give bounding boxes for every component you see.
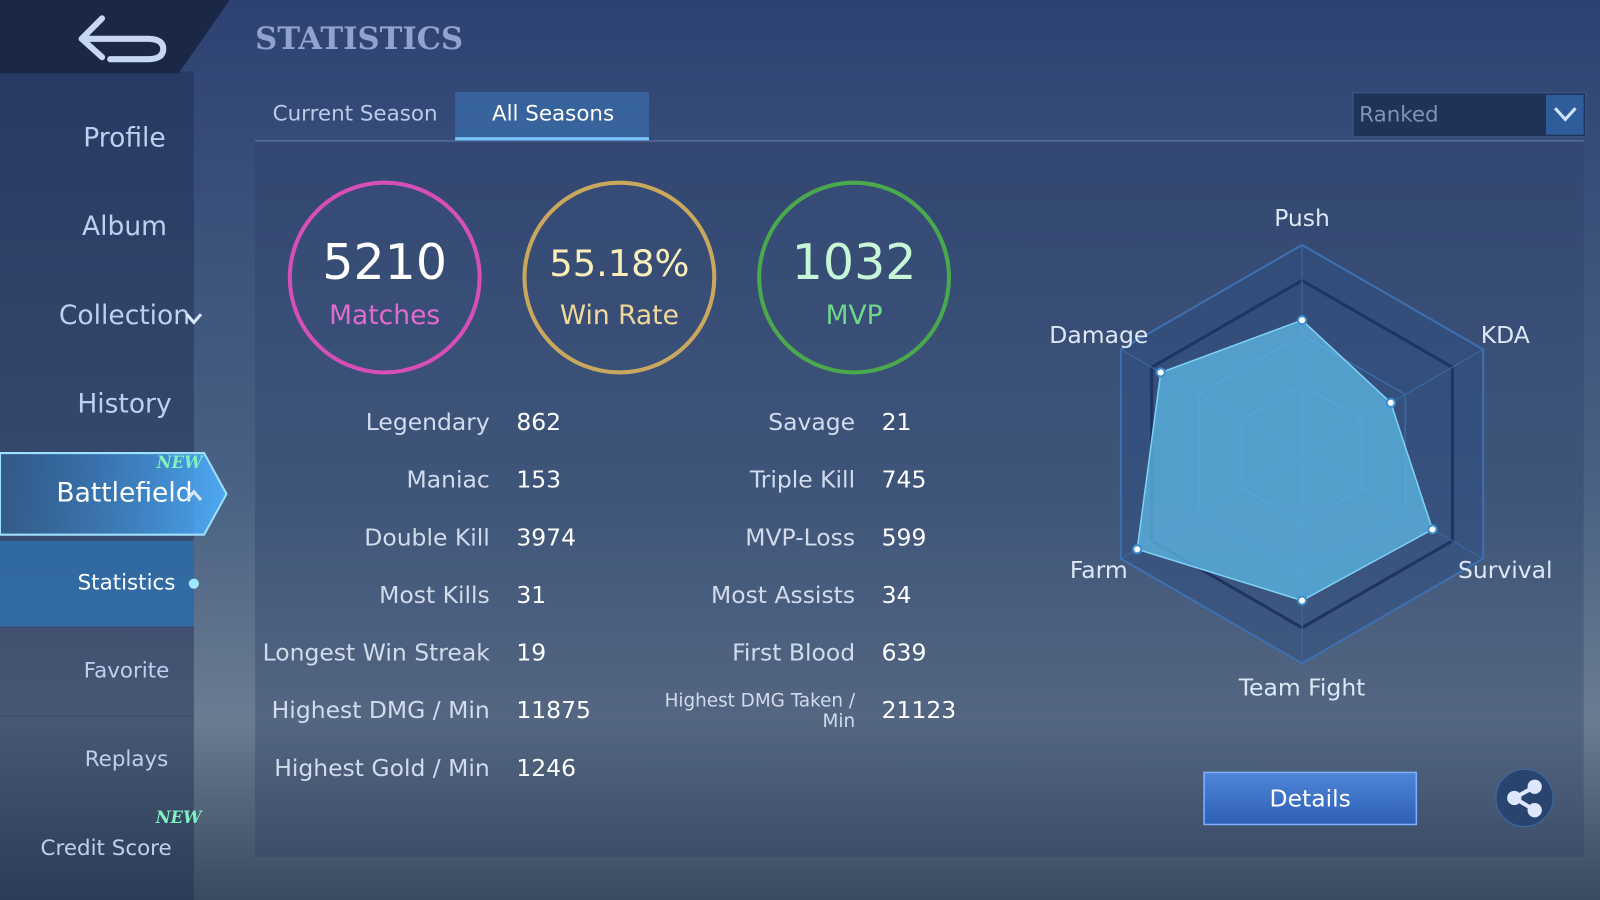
- details-label[interactable]: Details: [1270, 785, 1351, 813]
- stat-label: Legendary: [366, 408, 490, 436]
- mode-label: Ranked: [1359, 102, 1438, 127]
- chevron: [185, 489, 203, 502]
- stat-value: 153: [516, 466, 561, 494]
- summary-label: Matches: [329, 300, 440, 331]
- stat-value: 19: [516, 639, 546, 667]
- summary-value: 5210: [322, 234, 447, 291]
- radar-axis-label: Survival: [1458, 556, 1553, 584]
- stat-label: Maniac: [407, 466, 490, 494]
- stat-label: Highest DMG / Min: [272, 696, 490, 724]
- share-button[interactable]: [1495, 768, 1554, 828]
- radar-point: [1132, 544, 1143, 555]
- summary-ring: [757, 180, 952, 375]
- sidebar-item[interactable]: Favorite: [84, 658, 170, 683]
- summary-label: MVP: [826, 300, 883, 331]
- dropdown-arrow: [1553, 107, 1577, 122]
- stat-label: Triple Kill: [749, 466, 855, 494]
- summary-value: 55.18%: [549, 242, 689, 285]
- stat-value: 31: [516, 581, 546, 609]
- new-badge: NEW: [156, 453, 204, 472]
- stat-value: 862: [516, 408, 561, 436]
- sidebar-item[interactable]: Profile: [83, 122, 165, 153]
- stat-value: 34: [882, 581, 912, 609]
- stat-label: Double Kill: [364, 523, 490, 551]
- dropdown-button[interactable]: [1545, 94, 1584, 135]
- stat-label: Most Assists: [711, 581, 855, 609]
- summary-ring: [522, 180, 717, 375]
- tab[interactable]: Current Season: [273, 101, 438, 126]
- stat-value: 599: [882, 523, 927, 551]
- radar-point: [1296, 595, 1308, 606]
- sidebar-item[interactable]: Album: [82, 211, 167, 242]
- stat-value: 21123: [882, 696, 957, 724]
- stat-value: 639: [882, 639, 927, 667]
- share-icon: [1507, 779, 1542, 818]
- radar-point: [1155, 367, 1166, 378]
- stat-label: MVP-Loss: [745, 523, 855, 551]
- radar-axis-label: Farm: [1070, 556, 1128, 584]
- radar-point: [1296, 315, 1308, 326]
- radar-axis-label: Damage: [1049, 321, 1148, 349]
- sidebar-item[interactable]: Replays: [85, 747, 169, 772]
- stat-value: 11875: [516, 696, 591, 724]
- stat-value: 745: [882, 466, 927, 494]
- back-button[interactable]: [78, 15, 167, 63]
- sidebar-item[interactable]: Battlefield: [56, 477, 192, 508]
- stat-value: 3974: [516, 523, 576, 551]
- chevron: [185, 313, 203, 325]
- selected-subitem: [0, 540, 194, 627]
- page-title: STATISTICS: [255, 21, 463, 57]
- active-tab: [455, 91, 649, 140]
- stat-label: Longest Win Streak: [263, 639, 491, 667]
- summary-label: Win Rate: [560, 300, 679, 331]
- stat-label: First Blood: [732, 639, 855, 667]
- sidebar-item[interactable]: Credit Score: [41, 836, 172, 861]
- summary-ring: [287, 180, 482, 375]
- summary-value: 1032: [792, 234, 917, 291]
- radar-point: [1427, 524, 1438, 535]
- stat-value: 1246: [516, 754, 576, 782]
- radar-axis-label: Team Fight: [1238, 673, 1366, 701]
- indicator: [188, 578, 199, 589]
- sidebar-item[interactable]: Statistics: [78, 571, 176, 596]
- radar-point: [1385, 397, 1396, 408]
- stat-value: 21: [882, 408, 912, 436]
- radar-axis-label: Push: [1274, 204, 1330, 232]
- new-badge: NEW: [155, 808, 203, 827]
- selected-item: [0, 452, 228, 536]
- stat-label: Highest DMG Taken / Min: [665, 691, 856, 732]
- stat-label: Highest Gold / Min: [274, 754, 490, 782]
- details-button[interactable]: [1203, 771, 1418, 826]
- stat-label: Savage: [768, 408, 855, 436]
- sidebar-item[interactable]: Collection: [59, 300, 190, 331]
- tab[interactable]: All Seasons: [492, 101, 614, 126]
- radar-axis-label: KDA: [1481, 321, 1530, 349]
- sidebar-item[interactable]: History: [77, 389, 171, 420]
- stat-label: Most Kills: [379, 581, 490, 609]
